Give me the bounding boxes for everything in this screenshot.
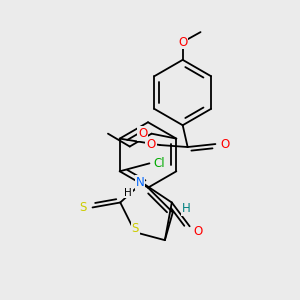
Text: H: H xyxy=(182,202,191,215)
Text: S: S xyxy=(79,201,86,214)
Text: O: O xyxy=(146,138,156,151)
Text: H: H xyxy=(124,188,132,198)
Text: Cl: Cl xyxy=(154,157,165,170)
Text: O: O xyxy=(138,127,147,140)
Text: N: N xyxy=(136,176,145,189)
Text: O: O xyxy=(221,138,230,151)
Text: S: S xyxy=(131,222,139,235)
Text: O: O xyxy=(178,35,187,49)
Text: O: O xyxy=(193,225,202,238)
